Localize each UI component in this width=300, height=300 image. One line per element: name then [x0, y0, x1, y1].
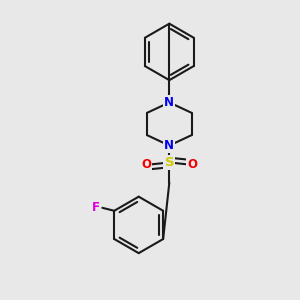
Text: N: N — [164, 96, 174, 109]
Text: N: N — [164, 139, 174, 152]
Text: O: O — [187, 158, 197, 171]
Text: S: S — [164, 156, 174, 169]
Text: F: F — [92, 201, 100, 214]
Text: O: O — [141, 158, 152, 171]
